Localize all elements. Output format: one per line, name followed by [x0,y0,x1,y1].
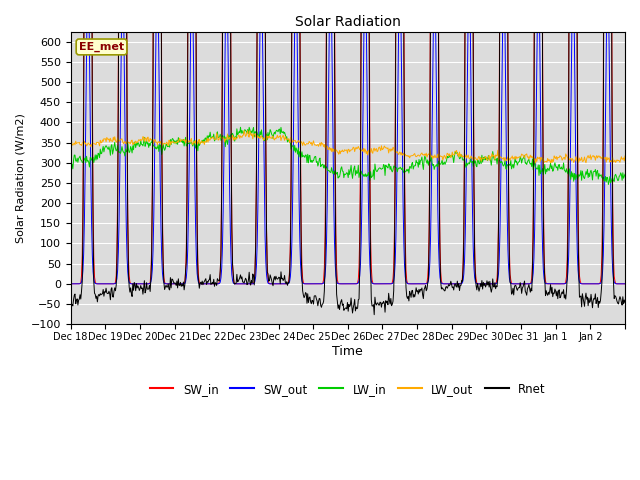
Rnet [406,291,414,297]
SW_in [436,240,444,246]
SW_out [621,281,629,287]
Rnet [371,312,378,318]
X-axis label: Time: Time [332,345,364,358]
Line: SW_in: SW_in [70,0,625,284]
LW_out [406,155,413,161]
SW_out [406,281,413,287]
Line: LW_out: LW_out [70,131,625,163]
Line: LW_in: LW_in [70,127,625,184]
SW_in [234,281,241,287]
SW_out [437,278,445,284]
LW_out [283,137,291,143]
SW_in [132,281,140,287]
LW_in [234,132,241,138]
LW_in [437,161,445,167]
Rnet [132,288,140,294]
LW_out [132,138,140,144]
LW_in [132,145,140,151]
Rnet [262,150,269,156]
Rnet [283,279,291,285]
LW_in [262,132,269,138]
LW_out [532,160,540,166]
SW_out [67,281,74,287]
LW_in [406,164,413,169]
SW_out [262,259,269,264]
Line: Rnet: Rnet [70,0,625,315]
LW_out [262,132,269,137]
SW_out [132,281,140,287]
Rnet [67,299,74,304]
LW_out [240,128,248,133]
LW_out [67,140,74,145]
LW_in [605,181,612,187]
Rnet [234,278,242,284]
SW_in [405,281,413,287]
Rnet [438,286,445,292]
SW_in [282,281,290,287]
LW_in [621,171,629,177]
SW_out [283,281,291,287]
Rnet [621,300,629,305]
LW_out [437,154,445,159]
LW_out [621,153,629,159]
LW_in [283,134,291,140]
SW_out [234,281,242,287]
LW_in [237,124,244,130]
LW_in [67,158,74,164]
Title: Solar Radiation: Solar Radiation [295,15,401,29]
SW_in [621,281,629,287]
SW_in [67,281,74,287]
Y-axis label: Solar Radiation (W/m2): Solar Radiation (W/m2) [15,113,25,243]
Text: EE_met: EE_met [79,42,124,52]
Legend: SW_in, SW_out, LW_in, LW_out, Rnet: SW_in, SW_out, LW_in, LW_out, Rnet [145,378,550,400]
LW_out [234,135,241,141]
Line: SW_out: SW_out [70,0,625,284]
